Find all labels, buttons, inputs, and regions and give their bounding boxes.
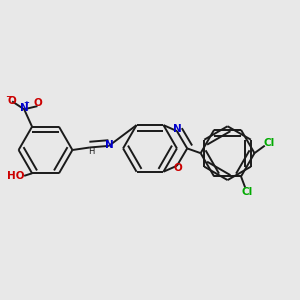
Text: H: H [88,147,94,156]
Text: N: N [20,103,28,113]
Text: O: O [8,96,16,106]
Text: N: N [105,140,114,150]
Text: O: O [34,98,43,108]
Text: +: + [24,100,30,106]
Text: Cl: Cl [241,187,252,197]
Text: O: O [173,163,182,173]
Text: Cl: Cl [264,138,275,148]
Text: N: N [173,124,182,134]
Text: HO: HO [7,172,24,182]
Text: −: − [5,92,12,101]
